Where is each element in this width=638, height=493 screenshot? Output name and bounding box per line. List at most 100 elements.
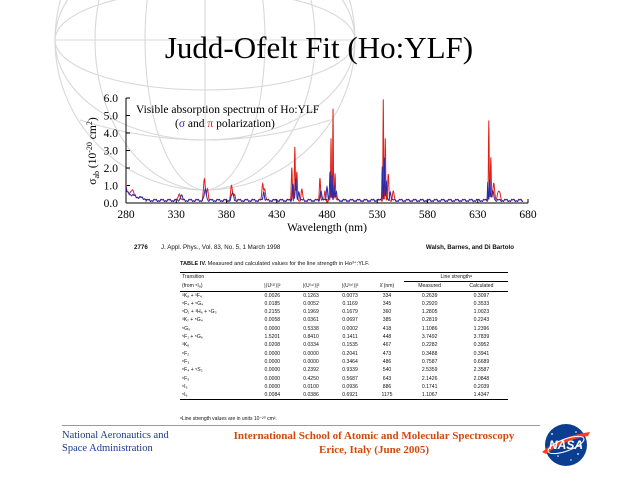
x-tick-label: 580 <box>419 209 437 221</box>
table-row: ⁵G₅ 0.0000 0.5338 0.0002 418 1.1086 1.2396 <box>180 325 508 333</box>
value-cell: 0.2243 <box>473 317 490 324</box>
x-tick-label: 330 <box>168 209 186 221</box>
col-lambda: λ̄ (nm) <box>369 281 405 292</box>
value-cell: 2.1426 <box>421 375 438 382</box>
transition-cell: ⁵D₁ + ³H₆ + ⁵G₃ <box>182 309 217 316</box>
value-cell: 1.5201 <box>264 334 281 341</box>
value-cell: 0.2041 <box>342 350 358 357</box>
value-cell: 0.1169 <box>342 300 358 307</box>
x-tick-label: 530 <box>369 209 387 221</box>
col-u4: |⟨U⁽⁴⁾⟩|² <box>291 281 331 292</box>
x-axis-title: Wavelength (nm) <box>287 222 367 234</box>
nasa-logo: NASA <box>542 424 590 466</box>
value-cell: 0.0936 <box>342 383 358 390</box>
value-cell: 0.0361 <box>303 317 319 324</box>
value-cell: 0.0084 <box>253 391 292 401</box>
footer-divider <box>62 425 540 426</box>
value-cell: 0.1679 <box>342 309 358 316</box>
value-cell: 1.0023 <box>473 309 490 316</box>
value-cell: 0.7587 <box>421 358 438 365</box>
value-cell: 334 <box>382 292 392 299</box>
value-cell: 0.0208 <box>264 342 281 349</box>
value-cell: 0.0000 <box>264 325 281 332</box>
table-footnote: ᵃLine strength values are in units 10⁻²⁰… <box>180 416 277 422</box>
x-tick-label: 630 <box>469 209 487 221</box>
value-cell: 0.0052 <box>303 300 319 307</box>
value-cell: 0.0000 <box>264 367 281 374</box>
value-cell: 0.0000 <box>264 383 281 390</box>
value-cell: 643 <box>382 375 392 382</box>
value-cell: 0.0000 <box>264 375 281 382</box>
value-cell: 0.2819 <box>421 317 438 324</box>
value-cell: 0.0386 <box>291 391 331 401</box>
x-tick-label: 280 <box>117 209 135 221</box>
journal-citation: J. Appl. Phys., Vol. 83, No. 5, 1 March … <box>161 244 281 251</box>
journal-table-excerpt: 2776 J. Appl. Phys., Vol. 83, No. 5, 1 M… <box>134 244 514 422</box>
value-cell: 0.0697 <box>342 317 358 324</box>
value-cell: 0.0002 <box>342 325 358 332</box>
value-cell: 2.3587 <box>473 367 490 374</box>
x-tick-label: 380 <box>218 209 236 221</box>
chart-annotation-line1: Visible absorption spectrum of Ho:YLF <box>136 104 319 116</box>
journal-authors: Walsh, Barnes, and Di Bartolo <box>425 244 514 251</box>
value-cell: 1.1086 <box>421 325 438 332</box>
value-cell: 0.4250 <box>303 375 319 382</box>
value-cell: 448 <box>382 334 392 341</box>
value-cell: 0.0026 <box>264 292 281 299</box>
value-cell: 0.0000 <box>264 358 281 365</box>
y-tick-label: 0.0 <box>104 198 119 210</box>
value-cell: 0.3464 <box>342 358 358 365</box>
value-cell: 0.3533 <box>473 300 490 307</box>
value-cell: 1.4347 <box>454 391 508 401</box>
value-cell: 0.9339 <box>342 367 358 374</box>
col-transition: Transition <box>180 271 254 282</box>
table-row: ⁵F₄ + ⁵G₄ 0.0185 0.0052 0.1169 345 0.2920 0.35… <box>180 300 508 308</box>
value-cell: 3.7839 <box>473 334 490 341</box>
value-cell: 0.5338 <box>303 325 319 332</box>
transition-cell: ⁵I₆ <box>180 391 254 401</box>
value-cell: 0.2039 <box>473 383 490 390</box>
value-cell: 0.3952 <box>473 342 490 349</box>
y-tick-label: 5.0 <box>104 111 119 123</box>
value-cell: 0.5687 <box>342 375 358 382</box>
table-row: ⁵F₂ 0.0000 0.0000 0.2041 473 0.3488 0.3941 <box>180 350 508 358</box>
y-tick-label: 1.0 <box>104 181 119 193</box>
value-cell: 0.0058 <box>264 317 281 324</box>
chart-annotation-line2: (σ and π polarization) <box>175 118 275 130</box>
table-row: ⁵F₁ + ⁵G₆ 1.5201 0.8410 0.1411 448 3.7492 3.78… <box>180 333 508 341</box>
table-row: ⁵F₃ 0.0000 0.0000 0.3464 486 0.7587 0.6689 <box>180 358 508 366</box>
line-strength-table: Transition Line strengthᵃ (from ⁵I₈) |⟨U… <box>180 271 508 401</box>
value-cell: 0.2639 <box>421 292 438 299</box>
journal-page-number: 2776 <box>134 244 148 251</box>
value-cell: 2.5359 <box>421 367 438 374</box>
value-cell: 0.6921 <box>330 391 370 401</box>
value-cell: 486 <box>382 358 392 365</box>
value-cell: 0.3941 <box>473 350 490 357</box>
x-tick-label: 430 <box>268 209 286 221</box>
value-cell: 0.1969 <box>303 309 319 316</box>
value-cell: 0.1535 <box>342 342 358 349</box>
value-cell: 0.8410 <box>303 334 319 341</box>
value-cell: 473 <box>382 350 392 357</box>
value-cell: 418 <box>382 325 392 332</box>
value-cell: 0.2920 <box>421 300 438 307</box>
y-axis-title: σab (10-20 cm2) <box>85 117 101 185</box>
value-cell: 2.0848 <box>473 375 490 382</box>
value-cell: 0.2282 <box>421 342 438 349</box>
value-cell: 0.3488 <box>421 350 438 357</box>
footer-conference: International School of Atomic and Molec… <box>233 430 515 456</box>
value-cell: 0.3097 <box>473 292 490 299</box>
value-cell: 0.0000 <box>303 350 319 357</box>
table-row: ⁵F₅ 0.0000 0.4250 0.5687 643 2.1426 2.0848 <box>180 375 508 383</box>
transition-cell: ⁵F₅ <box>182 375 190 382</box>
table-row: ³K₈ 0.0208 0.0334 0.1535 467 0.2282 0.3952 <box>180 341 508 349</box>
transition-cell: ⁵F₄ + ⁵G₄ <box>182 300 204 307</box>
table-row: ⁵F₄ + ⁵S₂ 0.0000 0.2392 0.9339 540 2.5359 2.35… <box>180 366 508 374</box>
y-tick-label: 3.0 <box>104 146 119 158</box>
transition-cell: ⁵F₂ <box>182 350 190 357</box>
value-cell: 0.2155 <box>264 309 281 316</box>
y-tick-label: 2.0 <box>104 163 119 175</box>
value-cell: 0.0185 <box>264 300 281 307</box>
col-u6: |⟨U⁽⁶⁾⟩|² <box>330 281 370 292</box>
